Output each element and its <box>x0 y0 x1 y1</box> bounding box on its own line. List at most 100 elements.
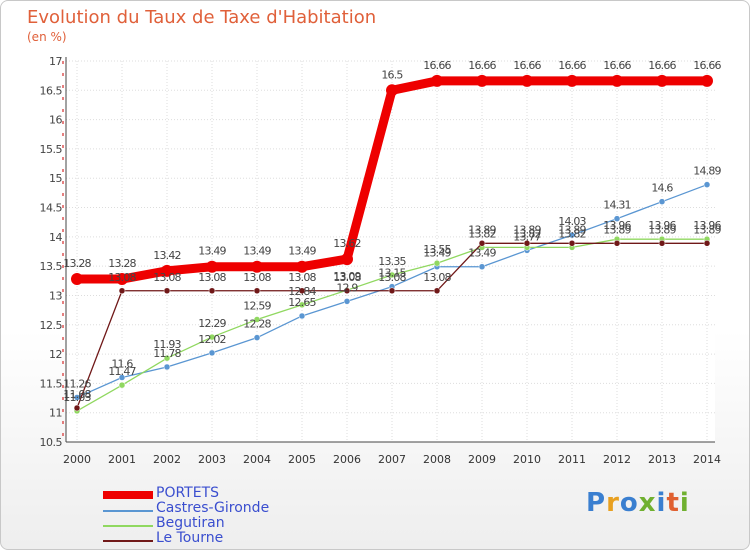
plot-area <box>66 61 715 442</box>
data-label-le-tourne: 13.08 <box>243 271 271 284</box>
data-label-castres-gironde: 13.77 <box>513 230 541 243</box>
data-point-le-tourne <box>343 287 351 295</box>
data-label-begutiran: 12.29 <box>198 317 226 330</box>
x-tick-label: 2012 <box>603 453 631 466</box>
data-label-begutiran: 13.82 <box>468 227 496 240</box>
x-tick-label: 2009 <box>468 453 496 466</box>
data-label-portets: 13.28 <box>108 257 136 270</box>
data-label-castres-gironde: 14.03 <box>558 215 586 228</box>
data-label-begutiran: 13.55 <box>423 243 451 256</box>
data-label-portets: 16.66 <box>693 59 721 72</box>
data-point-portets <box>116 273 128 286</box>
data-point-castres-gironde <box>658 198 666 205</box>
data-point-le-tourne <box>163 287 171 295</box>
y-tick-label: 13 <box>49 289 62 302</box>
data-point-portets <box>476 74 488 87</box>
data-point-portets <box>521 74 533 87</box>
y-tick-label: 11.5 <box>40 377 63 390</box>
y-tick-label: 17 <box>49 55 62 68</box>
y-tick-label: 12 <box>49 348 62 361</box>
data-label-castres-gironde: 12.02 <box>198 333 226 346</box>
data-point-begutiran <box>118 381 126 389</box>
data-label-castres-gironde: 12.65 <box>288 296 316 309</box>
data-point-le-tourne <box>73 404 81 412</box>
data-label-begutiran: 13.96 <box>648 219 676 232</box>
data-label-le-tourne: 13.89 <box>513 223 541 236</box>
data-point-portets <box>431 74 443 87</box>
data-label-castres-gironde: 12.9 <box>336 281 358 294</box>
data-point-le-tourne <box>388 287 396 295</box>
y-tick-label: 16.5 <box>40 84 63 97</box>
data-point-le-tourne <box>523 240 531 247</box>
data-point-castres-gironde <box>253 334 261 341</box>
data-point-le-tourne <box>253 287 261 295</box>
data-point-le-tourne <box>433 287 441 295</box>
data-point-begutiran <box>208 333 216 341</box>
x-tick-label: 2007 <box>378 453 406 466</box>
data-point-begutiran <box>163 354 171 362</box>
logo-letter: i <box>656 488 667 518</box>
data-label-portets: 16.66 <box>558 59 586 72</box>
data-label-castres-gironde: 13.49 <box>423 247 451 260</box>
legend-swatch-le-tourne <box>103 540 153 542</box>
legend-label-le-tourne: Le Tourne <box>156 530 224 546</box>
data-point-castres-gironde <box>298 312 306 320</box>
x-tick-label: 2006 <box>333 453 361 466</box>
logo-letter: x <box>638 488 657 518</box>
data-label-portets: 13.49 <box>198 245 226 258</box>
data-point-portets <box>251 260 263 273</box>
y-tick-label: 13.5 <box>40 260 63 273</box>
x-tick-label: 2013 <box>648 453 676 466</box>
data-label-begutiran: 13.09 <box>333 270 361 283</box>
data-label-begutiran: 13.82 <box>558 227 586 240</box>
data-label-begutiran: 11.03 <box>63 391 91 404</box>
y-tick-label: 14.5 <box>40 202 63 215</box>
data-label-begutiran: 13.96 <box>693 219 721 232</box>
data-label-castres-gironde: 14.89 <box>693 165 721 178</box>
data-label-begutiran: 11.47 <box>108 365 136 378</box>
data-label-portets: 16.5 <box>381 68 403 81</box>
data-label-le-tourne: 13.08 <box>108 271 136 284</box>
x-tick-label: 2004 <box>243 453 271 466</box>
data-point-portets <box>206 260 218 273</box>
data-label-portets: 16.66 <box>648 59 676 72</box>
data-label-begutiran: 13.82 <box>513 227 541 240</box>
data-point-portets <box>656 74 668 87</box>
proxiti-logo: Proxiti <box>586 488 690 518</box>
data-label-portets: 16.66 <box>468 59 496 72</box>
data-label-castres-gironde: 14.31 <box>603 199 631 212</box>
data-point-le-tourne <box>298 287 306 295</box>
data-point-begutiran <box>388 271 396 279</box>
data-point-portets <box>386 84 398 97</box>
data-label-begutiran: 12.59 <box>243 299 271 312</box>
data-point-portets <box>611 74 623 87</box>
data-point-le-tourne <box>613 240 621 247</box>
data-label-portets: 16.66 <box>603 59 631 72</box>
data-point-begutiran <box>253 316 261 323</box>
data-label-le-tourne: 13.08 <box>423 271 451 284</box>
legend-swatch-castres-gironde <box>103 510 153 512</box>
data-point-castres-gironde <box>613 215 621 222</box>
data-label-le-tourne: 13.08 <box>198 271 226 284</box>
data-label-begutiran: 12.84 <box>288 285 316 298</box>
data-point-begutiran <box>298 301 306 309</box>
logo-letter: P <box>586 488 607 518</box>
data-point-le-tourne <box>118 287 126 295</box>
data-point-le-tourne <box>703 240 711 247</box>
line-chart: 10.5 11 11.5 12 12.5 13 13.5 14 14.5 15 15.5 16 16.5… <box>40 55 723 466</box>
data-point-portets <box>296 260 308 273</box>
chart-title: Evolution du Taux de Taxe d'Habitation <box>27 7 377 28</box>
data-point-portets <box>701 74 713 87</box>
data-point-begutiran <box>433 259 441 267</box>
data-point-le-tourne <box>568 240 576 247</box>
data-label-le-tourne: 13.89 <box>603 223 631 236</box>
y-tick-label: 12.5 <box>40 319 63 332</box>
data-label-castres-gironde: 11.78 <box>153 347 181 360</box>
legend-swatch-portets <box>103 491 153 499</box>
data-label-portets: 16.66 <box>423 59 451 72</box>
x-tick-label: 2001 <box>108 453 136 466</box>
data-label-le-tourne: 13.08 <box>333 271 361 284</box>
y-tick-label: 10.5 <box>40 436 63 449</box>
chart-unit-label: (en %) <box>27 30 67 44</box>
